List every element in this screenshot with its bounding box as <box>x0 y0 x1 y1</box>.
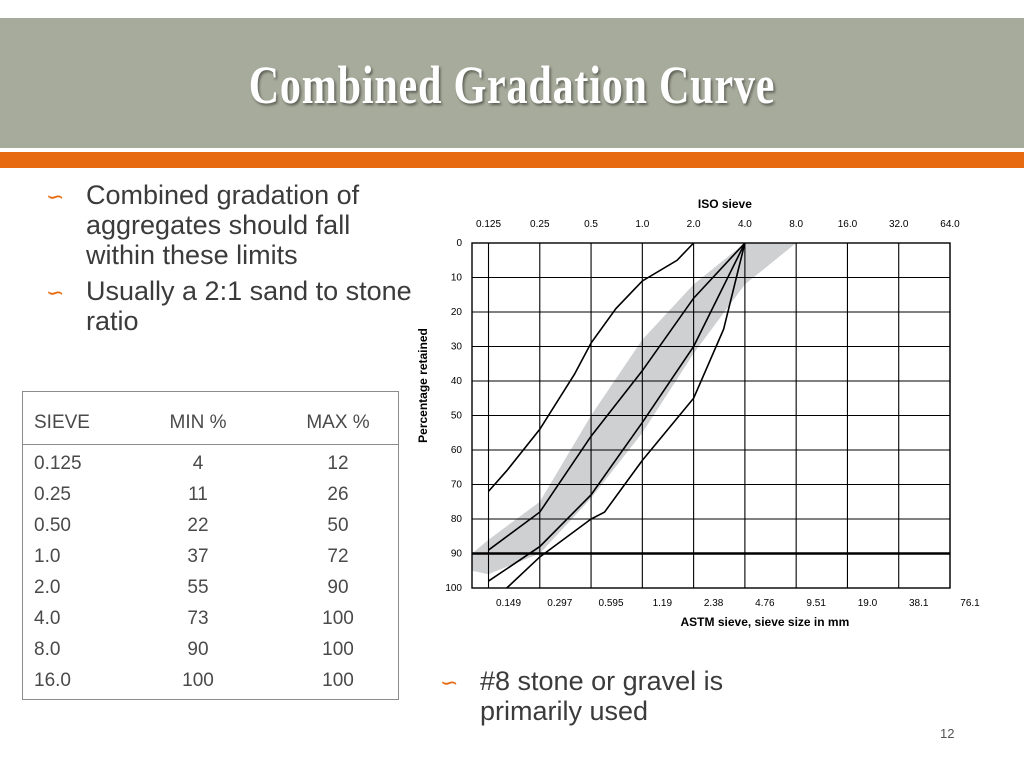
infinity-bullet-icon: ∽ <box>46 184 65 209</box>
y-tick-label: 30 <box>451 342 463 353</box>
cell-min: 37 <box>187 546 209 567</box>
gradation-band <box>472 243 848 575</box>
bottom-tick-label: 1.19 <box>653 598 673 609</box>
bullet-text: Usually a 2:1 sand to stone ratio <box>86 276 412 336</box>
chart-title: ISO sieve <box>698 197 752 211</box>
plot-border <box>471 242 951 589</box>
top-tick-label: 0.25 <box>530 219 550 230</box>
table-header: SIEVE MIN % MAX % <box>23 392 398 445</box>
gradation-curve-line <box>506 242 746 589</box>
cell-max: 50 <box>327 515 349 536</box>
gradation-curve-line <box>488 242 746 582</box>
y-tick-label: 10 <box>451 273 463 284</box>
y-tick-label: 60 <box>451 445 463 456</box>
header-min: MIN % <box>169 412 227 433</box>
cell-max: 100 <box>322 670 354 691</box>
cell-min: 55 <box>187 577 209 598</box>
bullet-list-top: ∽ Combined gradation of aggregates shoul… <box>46 180 426 342</box>
infinity-bullet-icon: ∽ <box>440 670 459 695</box>
bottom-tick-label: 19.0 <box>858 598 878 609</box>
chart-labels: 0.125 0.25 0.5 1.0 2.0 4.0 8.0 16.0 32.0 64.0 0.14… <box>416 197 980 629</box>
cell-min: 4 <box>192 453 204 474</box>
bullet-item: ∽ Combined gradation of aggregates shoul… <box>46 180 426 270</box>
sieve-limits-table: SIEVE MIN % MAX % 0.125 4 12 0.25 11 26 … <box>22 391 399 700</box>
gradation-chart: 0.125 0.25 0.5 1.0 2.0 4.0 8.0 16.0 32.0 64.0 0.14… <box>416 197 980 629</box>
gradation-curve-line <box>487 242 695 492</box>
y-axis-label: Percentage retained <box>416 328 430 443</box>
bullet-text: Combined gradation of aggregates should … <box>86 180 360 270</box>
bottom-tick-label: 38.1 <box>909 598 929 609</box>
divider-strip <box>0 148 1024 152</box>
bottom-tick-label: 0.595 <box>599 598 624 609</box>
bottom-tick-label: 2.38 <box>704 598 724 609</box>
cell-max: 12 <box>327 453 349 474</box>
title-bar: Combined Gradation Curve <box>0 18 1024 148</box>
cell-sieve: 2.0 <box>34 577 61 598</box>
chart-grid <box>471 242 951 589</box>
bottom-tick-label: 0.149 <box>496 598 521 609</box>
cell-max: 90 <box>327 577 349 598</box>
bullet-text: #8 stone or gravel is primarily used <box>480 666 724 726</box>
y-tick-label: 70 <box>451 480 463 491</box>
cell-min: 100 <box>182 670 214 691</box>
top-tick-label: 16.0 <box>838 219 858 230</box>
cell-min: 73 <box>187 608 209 629</box>
top-tick-label: 4.0 <box>738 219 752 230</box>
y-tick-label: 80 <box>451 514 463 525</box>
bullet-item: ∽ #8 stone or gravel is primarily used <box>440 666 800 726</box>
bottom-tick-label: 9.51 <box>806 598 826 609</box>
bullet-item: ∽ Usually a 2:1 sand to stone ratio <box>46 276 426 336</box>
bullet-list-bottom: ∽ #8 stone or gravel is primarily used <box>440 666 800 726</box>
y-tick-label: 90 <box>451 549 463 560</box>
y-tick-label: 50 <box>451 411 463 422</box>
cell-sieve: 0.25 <box>34 484 71 505</box>
top-tick-label: 64.0 <box>940 219 960 230</box>
header-sieve: SIEVE <box>34 412 90 433</box>
slide-title: Combined Gradation Curve <box>248 55 776 115</box>
cell-min: 22 <box>187 515 209 536</box>
cell-sieve: 4.0 <box>34 608 61 629</box>
top-tick-label: 8.0 <box>789 219 803 230</box>
top-tick-label: 0.125 <box>476 219 501 230</box>
bottom-tick-label: 4.76 <box>755 598 775 609</box>
gradation-curve-line <box>488 242 746 551</box>
cell-sieve: 0.125 <box>34 453 82 474</box>
y-tick-label: 20 <box>451 307 463 318</box>
top-tick-label: 1.0 <box>635 219 649 230</box>
cell-sieve: 16.0 <box>34 670 71 691</box>
cell-max: 26 <box>327 484 349 505</box>
y-tick-label: 100 <box>445 583 462 594</box>
top-tick-label: 2.0 <box>687 219 701 230</box>
cell-min: 11 <box>188 484 208 505</box>
bottom-tick-label: 0.297 <box>547 598 572 609</box>
gradation-curves <box>487 242 746 589</box>
cell-max: 100 <box>322 608 354 629</box>
cell-min: 90 <box>187 639 209 660</box>
infinity-bullet-icon: ∽ <box>46 280 65 305</box>
x-axis-label: ASTM sieve, sieve size in mm <box>681 615 850 629</box>
top-tick-label: 32.0 <box>889 219 909 230</box>
header-max: MAX % <box>306 412 370 433</box>
y-tick-label: 0 <box>456 238 462 249</box>
y-tick-label: 40 <box>451 376 463 387</box>
gradation-band-area <box>472 243 848 575</box>
cell-sieve: 8.0 <box>34 639 61 660</box>
bottom-tick-label: 76.1 <box>960 598 980 609</box>
cell-max: 100 <box>322 639 354 660</box>
cell-sieve: 1.0 <box>34 546 61 567</box>
top-tick-label: 0.5 <box>584 219 598 230</box>
cell-max: 72 <box>327 546 349 567</box>
page-number: 12 <box>940 726 955 741</box>
accent-bar <box>0 152 1024 168</box>
cell-sieve: 0.50 <box>34 515 71 536</box>
